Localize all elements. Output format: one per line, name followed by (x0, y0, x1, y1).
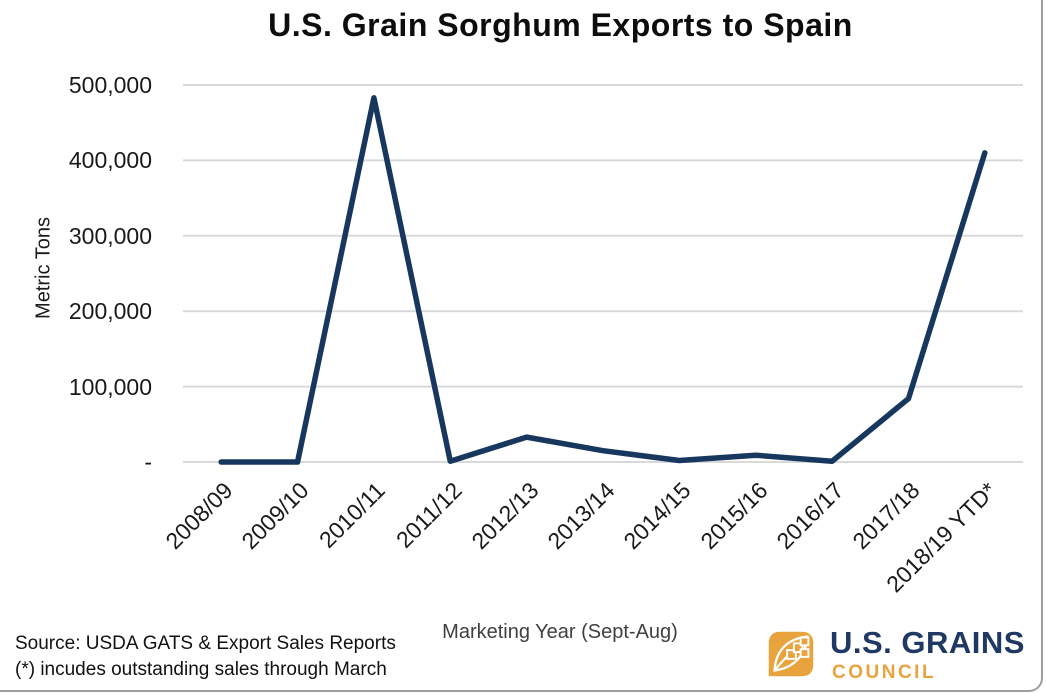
x-tick-label: 2011/12 (390, 477, 467, 553)
source-line-2: (*) incudes outstanding sales through Ma… (15, 659, 387, 680)
source-line-1: Source: USDA GATS & Export Sales Reports (15, 633, 396, 654)
chart-title: U.S. Grain Sorghum Exports to Spain (268, 7, 853, 43)
logo-subname: COUNCIL (832, 662, 937, 683)
x-tick-label: 2010/11 (314, 477, 391, 553)
y-tick-label: 100,000 (68, 373, 152, 400)
logo-text: U.S. GRAINS COUNCIL (830, 625, 1025, 682)
y-tick-label: - (144, 449, 152, 475)
x-tick-label: 2014/15 (618, 477, 696, 555)
grain-leaf-icon (768, 631, 814, 677)
plot-area (183, 84, 1023, 465)
y-tick-label: 200,000 (68, 298, 152, 325)
x-tick-label: 2016/17 (771, 477, 849, 555)
source-note: Source: USDA GATS & Export Sales Reports… (15, 631, 396, 683)
x-tick-label: 2013/14 (542, 477, 620, 555)
usgc-logo: U.S. GRAINS COUNCIL (762, 625, 1025, 683)
x-tick-label: 2009/10 (236, 477, 314, 555)
x-tick-label: 2008/09 (160, 477, 238, 555)
x-tick-label: 2015/16 (694, 477, 773, 555)
y-tick-label: 500,000 (68, 72, 152, 98)
x-axis-title: Marketing Year (Sept-Aug) (442, 621, 678, 643)
y-tick-label: 300,000 (68, 222, 152, 249)
logo-name: U.S. GRAINS (830, 625, 1025, 660)
x-tick-label: 2017/18 (847, 477, 925, 555)
sorghum-exports-line (218, 95, 988, 465)
x-tick-label: 2012/13 (465, 477, 544, 555)
y-tick-label: 400,000 (68, 147, 152, 174)
